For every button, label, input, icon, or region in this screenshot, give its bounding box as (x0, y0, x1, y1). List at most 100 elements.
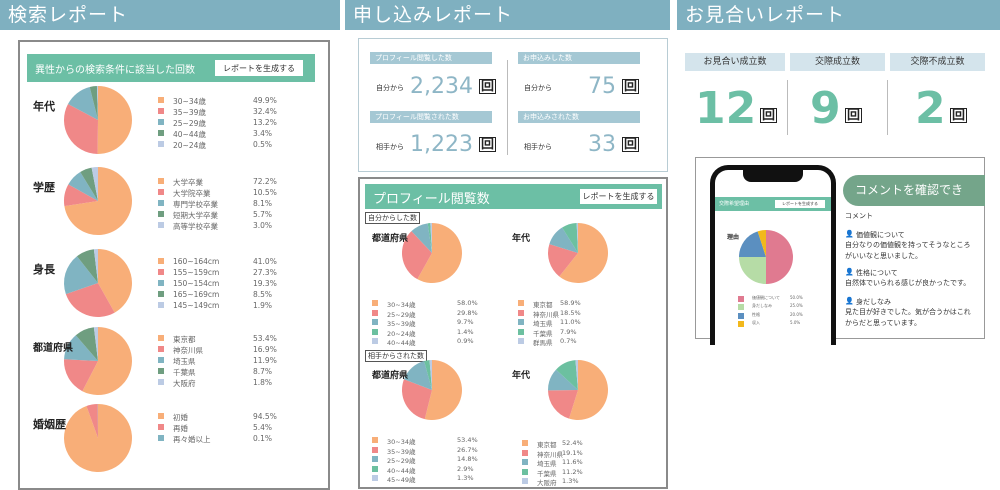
legend-value: 29.8% (457, 308, 478, 317)
category-title: 婚姻歴 (33, 418, 66, 431)
legend-value: 8.1% (253, 199, 273, 208)
legend-value: 18.5% (560, 308, 581, 317)
stat-label: お申込みした数 (518, 52, 640, 64)
legend-value: 27.3% (253, 268, 277, 277)
omiai-report-title: お見合いレポート (677, 0, 1000, 30)
legend-swatch (158, 291, 164, 297)
search-report-title: 検索レポート (0, 0, 340, 30)
legend-swatch (158, 357, 164, 363)
comment-heading: コメント (845, 212, 873, 220)
category-title: 都道府県 (372, 234, 409, 244)
legend-swatch (158, 258, 164, 264)
legend-label: 再々婚以上 (173, 435, 211, 444)
legend-value: 53.4% (457, 436, 478, 444)
legend-label: 大学院卒業 (173, 189, 211, 198)
legend-swatch (518, 309, 524, 316)
divider (887, 80, 888, 135)
legend-swatch (158, 200, 164, 206)
generate-report-button[interactable]: レポートを生成する (215, 60, 303, 76)
stat-label: プロフィール閲覧された数 (370, 111, 492, 123)
legend-value: 0.1% (253, 434, 273, 443)
legend-label: 35~39歳 (387, 320, 416, 328)
stat-source: 相手から (376, 143, 404, 151)
category-title: 学歴 (33, 181, 55, 194)
legend-label: 性格 (752, 311, 760, 317)
stat-value: 33 (588, 132, 616, 157)
phone-generate-button[interactable]: レポートを生成する (775, 200, 825, 208)
profile-views-panel: プロフィール閲覧数 レポートを生成する 自分からした数 相手からされた数 (358, 177, 668, 489)
legend-label: 千葉県 (173, 368, 196, 377)
legend-value: 11.9% (253, 356, 277, 365)
legend-value: 1.8% (253, 378, 273, 387)
legend-swatch (158, 211, 164, 217)
phone-header: 交際希望理由 レポートを生成する (715, 197, 831, 211)
search-panel-title: 異性からの検索条件に該当した回数 (35, 65, 195, 76)
legend-swatch (522, 440, 528, 446)
legend-swatch (372, 456, 378, 462)
legend-swatch (158, 222, 164, 228)
legend-label: 群馬県 (533, 339, 553, 347)
person-icon: 👤 (845, 230, 854, 238)
stat-source: 自分から (376, 84, 404, 92)
legend-value: 8.7% (253, 367, 273, 376)
legend-swatch (158, 97, 164, 103)
divider (787, 80, 788, 135)
legend-label: 30~34歳 (387, 301, 416, 309)
legend-swatch (738, 304, 744, 311)
legend-label: 145~149cm (173, 301, 220, 310)
legend-value: 11.2% (562, 467, 583, 476)
legend-label: 短期大学卒業 (173, 211, 218, 220)
unit-label: 回 (622, 79, 640, 94)
legend-value: 5.0% (790, 319, 801, 325)
legend-label: 高等学校卒業 (173, 222, 218, 231)
legend-label: 価値観について (752, 295, 780, 300)
legend-label: 千葉県 (537, 469, 557, 478)
legend-label: 大阪府 (173, 379, 196, 388)
stat-value: 2 (915, 83, 946, 134)
legend-value: 41.0% (253, 257, 277, 266)
own-views-tag: 自分からした数 (365, 212, 420, 224)
legend-value: 14.8% (457, 455, 478, 463)
legend-label: 150~154cm (173, 279, 220, 288)
legend-swatch (518, 319, 524, 325)
legend-label: 神奈川県 (537, 450, 563, 459)
legend-value: 58.9% (560, 299, 581, 307)
legend-swatch (372, 446, 378, 453)
legend-label: 再婚 (173, 424, 188, 433)
unit-label: 回 (950, 108, 968, 123)
legend-swatch (158, 280, 164, 286)
stat-label: 交際不成立数 (890, 53, 985, 71)
legend-swatch (158, 302, 164, 308)
legend-value: 9.7% (457, 318, 474, 326)
legend-swatch (372, 309, 378, 316)
unit-label: 回 (760, 108, 778, 123)
legend-label: 埼玉県 (537, 460, 557, 468)
legend-swatch (158, 141, 164, 147)
legend-label: 165~169cm (173, 290, 220, 299)
legend-label: 身だしなみ (752, 303, 772, 309)
legend-label: 35~39歳 (387, 447, 416, 456)
legend-label: 20~24歳 (387, 329, 416, 338)
legend-value: 2.9% (457, 464, 474, 473)
unit-label: 回 (479, 79, 497, 94)
legend-label: 40~44歳 (387, 466, 416, 475)
legend-value: 49.9% (253, 96, 277, 105)
stat-label: 交際成立数 (790, 53, 885, 71)
legend-value: 13.2% (253, 118, 277, 127)
legend-label: 大阪府 (537, 479, 557, 487)
stat-value: 12 (695, 83, 757, 134)
legend-label: 東京都 (173, 335, 196, 344)
legend-label: 神奈川県 (533, 310, 559, 319)
legend-swatch (738, 312, 744, 319)
comment-text: 見た目が好きでした。気が合うかはこれからだと思っています。 (845, 308, 971, 327)
person-icon: 👤 (845, 268, 854, 276)
legend-swatch (158, 130, 164, 136)
legend-swatch (158, 189, 164, 195)
legend-swatch (372, 338, 378, 344)
legend-value: 1.4% (457, 327, 474, 336)
generate-report-button[interactable]: レポートを生成する (580, 189, 657, 204)
legend-swatch (158, 368, 164, 374)
legend-label: 25~29歳 (173, 119, 206, 128)
legend-value: 20.0% (790, 311, 803, 317)
category-title: 身長 (33, 263, 55, 276)
